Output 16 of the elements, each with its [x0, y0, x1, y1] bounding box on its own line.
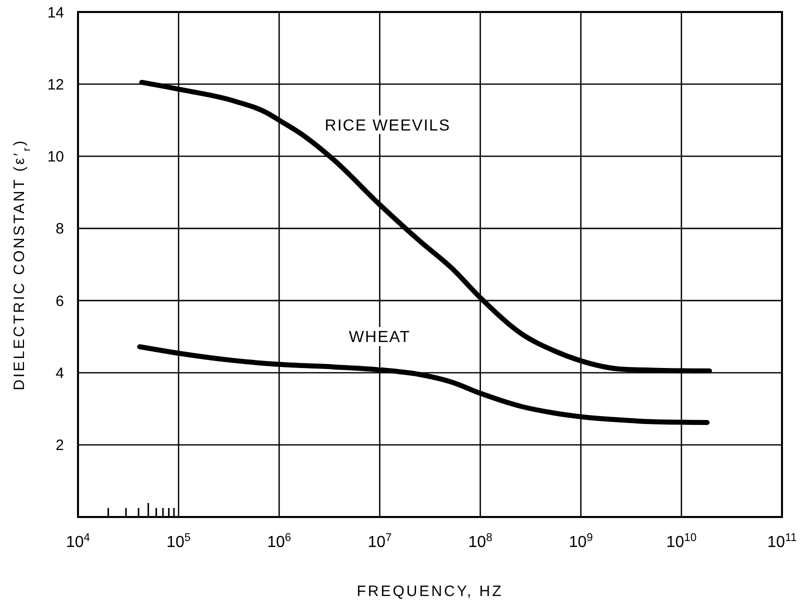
x-tick-label: 10$^{10}$: [666, 532, 697, 551]
x-tick-label: 10$^{5}$: [166, 532, 191, 551]
x-tick-label: 10$^{9}$: [568, 532, 593, 551]
x-axis-title: FREQUENCY, HZ: [356, 583, 504, 600]
x-tick-label: 10$^{7}$: [368, 532, 392, 551]
x-tick-label: 10$^{11}$: [767, 532, 797, 551]
x-tick-label: 10$^{8}$: [468, 532, 492, 551]
x-tick-label: 10$^{6}$: [267, 532, 292, 551]
y-tick-label: 14: [47, 4, 64, 22]
y-tick-label: 2: [56, 437, 64, 454]
y-tick-label: 10: [47, 148, 64, 166]
x-tick-label: 10$^{4}$: [66, 532, 90, 551]
y-tick-label: 4: [56, 364, 64, 382]
y-tick-label: 8: [56, 220, 64, 238]
y-tick-label: 6: [56, 292, 64, 310]
y-tick-label: 12: [47, 76, 64, 94]
